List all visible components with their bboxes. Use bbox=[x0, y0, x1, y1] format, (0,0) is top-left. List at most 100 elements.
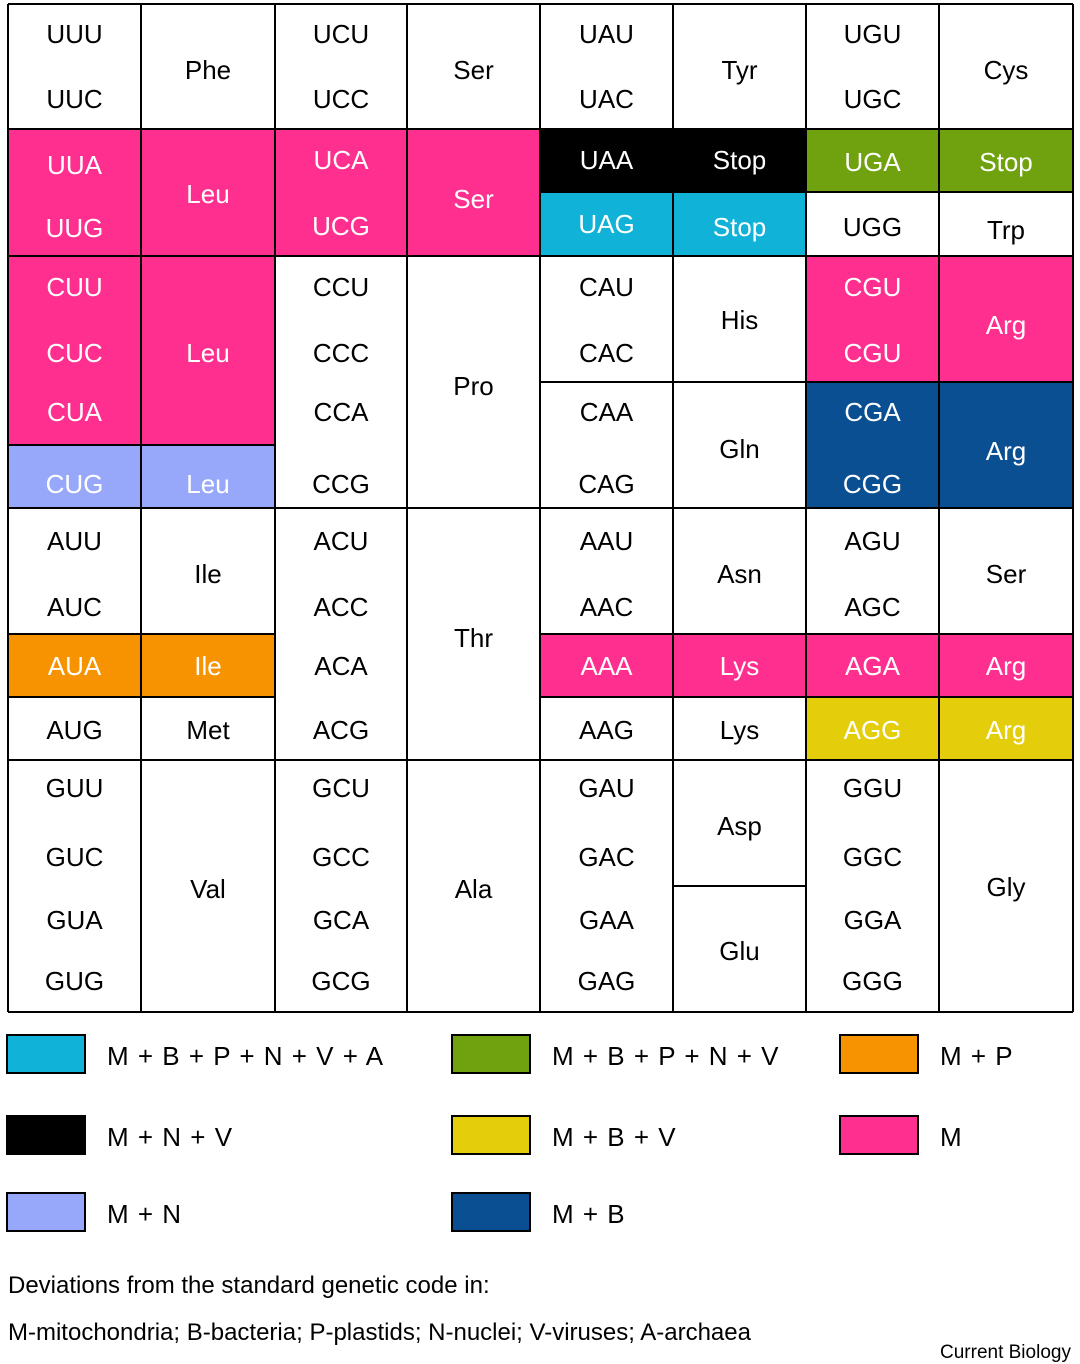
amino-acid-label: Asp bbox=[717, 811, 762, 841]
amino-acid-label: Pro bbox=[453, 371, 494, 401]
amino-acid-cell bbox=[407, 508, 540, 760]
codon-label: UGC bbox=[843, 84, 902, 114]
codon-cell bbox=[540, 697, 673, 760]
codon-label: CGA bbox=[844, 397, 901, 427]
codon-label: AAU bbox=[579, 526, 634, 556]
codon-label: UGU bbox=[843, 19, 902, 49]
codon-cell bbox=[806, 634, 939, 697]
amino-acid-label: Asn bbox=[717, 559, 762, 589]
amino-acid-label: Met bbox=[186, 715, 230, 745]
amino-acid-cell bbox=[141, 4, 275, 129]
legend-label: M + B + P + N + V bbox=[552, 1041, 780, 1071]
codon-cell bbox=[806, 129, 939, 192]
codon-cell bbox=[540, 760, 673, 886]
codon-label: UGA bbox=[844, 147, 901, 177]
amino-acid-label: Leu bbox=[186, 338, 230, 368]
amino-acid-cell bbox=[939, 382, 1073, 508]
amino-acid-label: Stop bbox=[979, 147, 1033, 177]
codon-cell bbox=[540, 634, 673, 697]
codon-cell bbox=[8, 4, 141, 129]
amino-acid-cell bbox=[939, 129, 1073, 192]
amino-acid-label: Val bbox=[190, 874, 226, 904]
codon-label: GCA bbox=[312, 905, 370, 935]
codon-label: UUU bbox=[46, 19, 103, 49]
amino-acid-cell bbox=[673, 886, 806, 1012]
codon-cell bbox=[540, 192, 673, 256]
footnote-abbreviations: M-mitochondria; B-bacteria; P-plastids; … bbox=[8, 1319, 751, 1346]
legend-label: M + B bbox=[552, 1199, 626, 1229]
codon-label: GCG bbox=[311, 966, 371, 996]
codon-cell bbox=[275, 129, 407, 256]
legend-label: M + P bbox=[940, 1041, 1014, 1071]
amino-acid-label: Leu bbox=[186, 179, 230, 209]
codon-cell bbox=[806, 508, 939, 634]
codon-cell bbox=[806, 382, 939, 508]
codon-cell bbox=[540, 508, 673, 634]
legend-swatch bbox=[6, 1115, 86, 1155]
amino-acid-label: Ser bbox=[453, 55, 494, 85]
legend-swatch bbox=[6, 1034, 86, 1074]
codon-cell bbox=[8, 256, 141, 445]
codon-label: UAG bbox=[578, 209, 635, 239]
amino-acid-cell bbox=[407, 760, 540, 1012]
amino-acid-cell bbox=[141, 508, 275, 634]
codon-cell bbox=[8, 697, 141, 760]
amino-acid-cell bbox=[939, 760, 1073, 1012]
legend-swatch bbox=[451, 1034, 531, 1074]
grid-line bbox=[540, 381, 1073, 383]
codon-label: AGU bbox=[844, 526, 901, 556]
codon-cell bbox=[806, 256, 939, 382]
amino-acid-label: Phe bbox=[184, 55, 232, 85]
codon-cell bbox=[540, 129, 673, 192]
codon-label: AUG bbox=[46, 715, 103, 745]
amino-acid-cell bbox=[673, 382, 806, 508]
codon-label: CCC bbox=[312, 338, 370, 368]
amino-acid-cell bbox=[939, 697, 1073, 760]
codon-label: CGU bbox=[843, 338, 902, 368]
codon-label: AGA bbox=[845, 651, 900, 681]
codon-cell bbox=[540, 4, 673, 129]
codon-cell bbox=[8, 634, 141, 697]
amino-acid-cell bbox=[939, 4, 1073, 129]
codon-label: UCU bbox=[312, 19, 370, 49]
amino-acid-cell bbox=[673, 256, 806, 382]
amino-acid-label: Lys bbox=[719, 715, 760, 745]
codon-cell bbox=[806, 192, 939, 256]
codon-label: CCG bbox=[312, 469, 370, 499]
legend-label: M + B + P + N + V + A bbox=[107, 1041, 385, 1071]
codon-label: UCG bbox=[312, 211, 370, 241]
codon-label: CUG bbox=[45, 469, 104, 499]
codon-cell bbox=[540, 886, 673, 1012]
amino-acid-label: Arg bbox=[985, 436, 1027, 466]
grid-line bbox=[540, 696, 1073, 698]
amino-acid-cell bbox=[673, 129, 806, 192]
amino-acid-cell bbox=[141, 760, 275, 1012]
amino-acid-label: Ala bbox=[454, 874, 493, 904]
codon-label: ACA bbox=[314, 651, 368, 681]
grid-line bbox=[8, 255, 1073, 257]
codon-label: ACG bbox=[312, 715, 370, 745]
amino-acid-label: Leu bbox=[186, 469, 230, 499]
amino-acid-label: Gly bbox=[986, 872, 1026, 902]
codon-label: GAG bbox=[577, 966, 636, 996]
codon-label: CUU bbox=[46, 272, 103, 302]
grid-line bbox=[540, 191, 1073, 193]
codon-label: GUU bbox=[45, 773, 104, 803]
amino-acid-cell bbox=[407, 4, 540, 129]
codon-cell bbox=[8, 508, 141, 634]
codon-label: UCA bbox=[313, 145, 369, 175]
codon-label: UUC bbox=[46, 84, 103, 114]
codon-label: AAG bbox=[579, 715, 634, 745]
legend-label: M + N + V bbox=[107, 1122, 234, 1152]
codon-label: GAA bbox=[579, 905, 634, 935]
amino-acid-cell bbox=[141, 634, 275, 697]
legend-label: M + B + V bbox=[552, 1122, 677, 1152]
codon-label: GCC bbox=[312, 842, 370, 872]
codon-label: GAU bbox=[578, 773, 635, 803]
amino-acid-cell bbox=[141, 129, 275, 256]
codon-label: CCA bbox=[313, 397, 369, 427]
amino-acid-label: Arg bbox=[985, 310, 1027, 340]
amino-acid-cell bbox=[939, 256, 1073, 382]
codon-cell bbox=[275, 4, 407, 129]
amino-acid-label: Gln bbox=[719, 434, 760, 464]
